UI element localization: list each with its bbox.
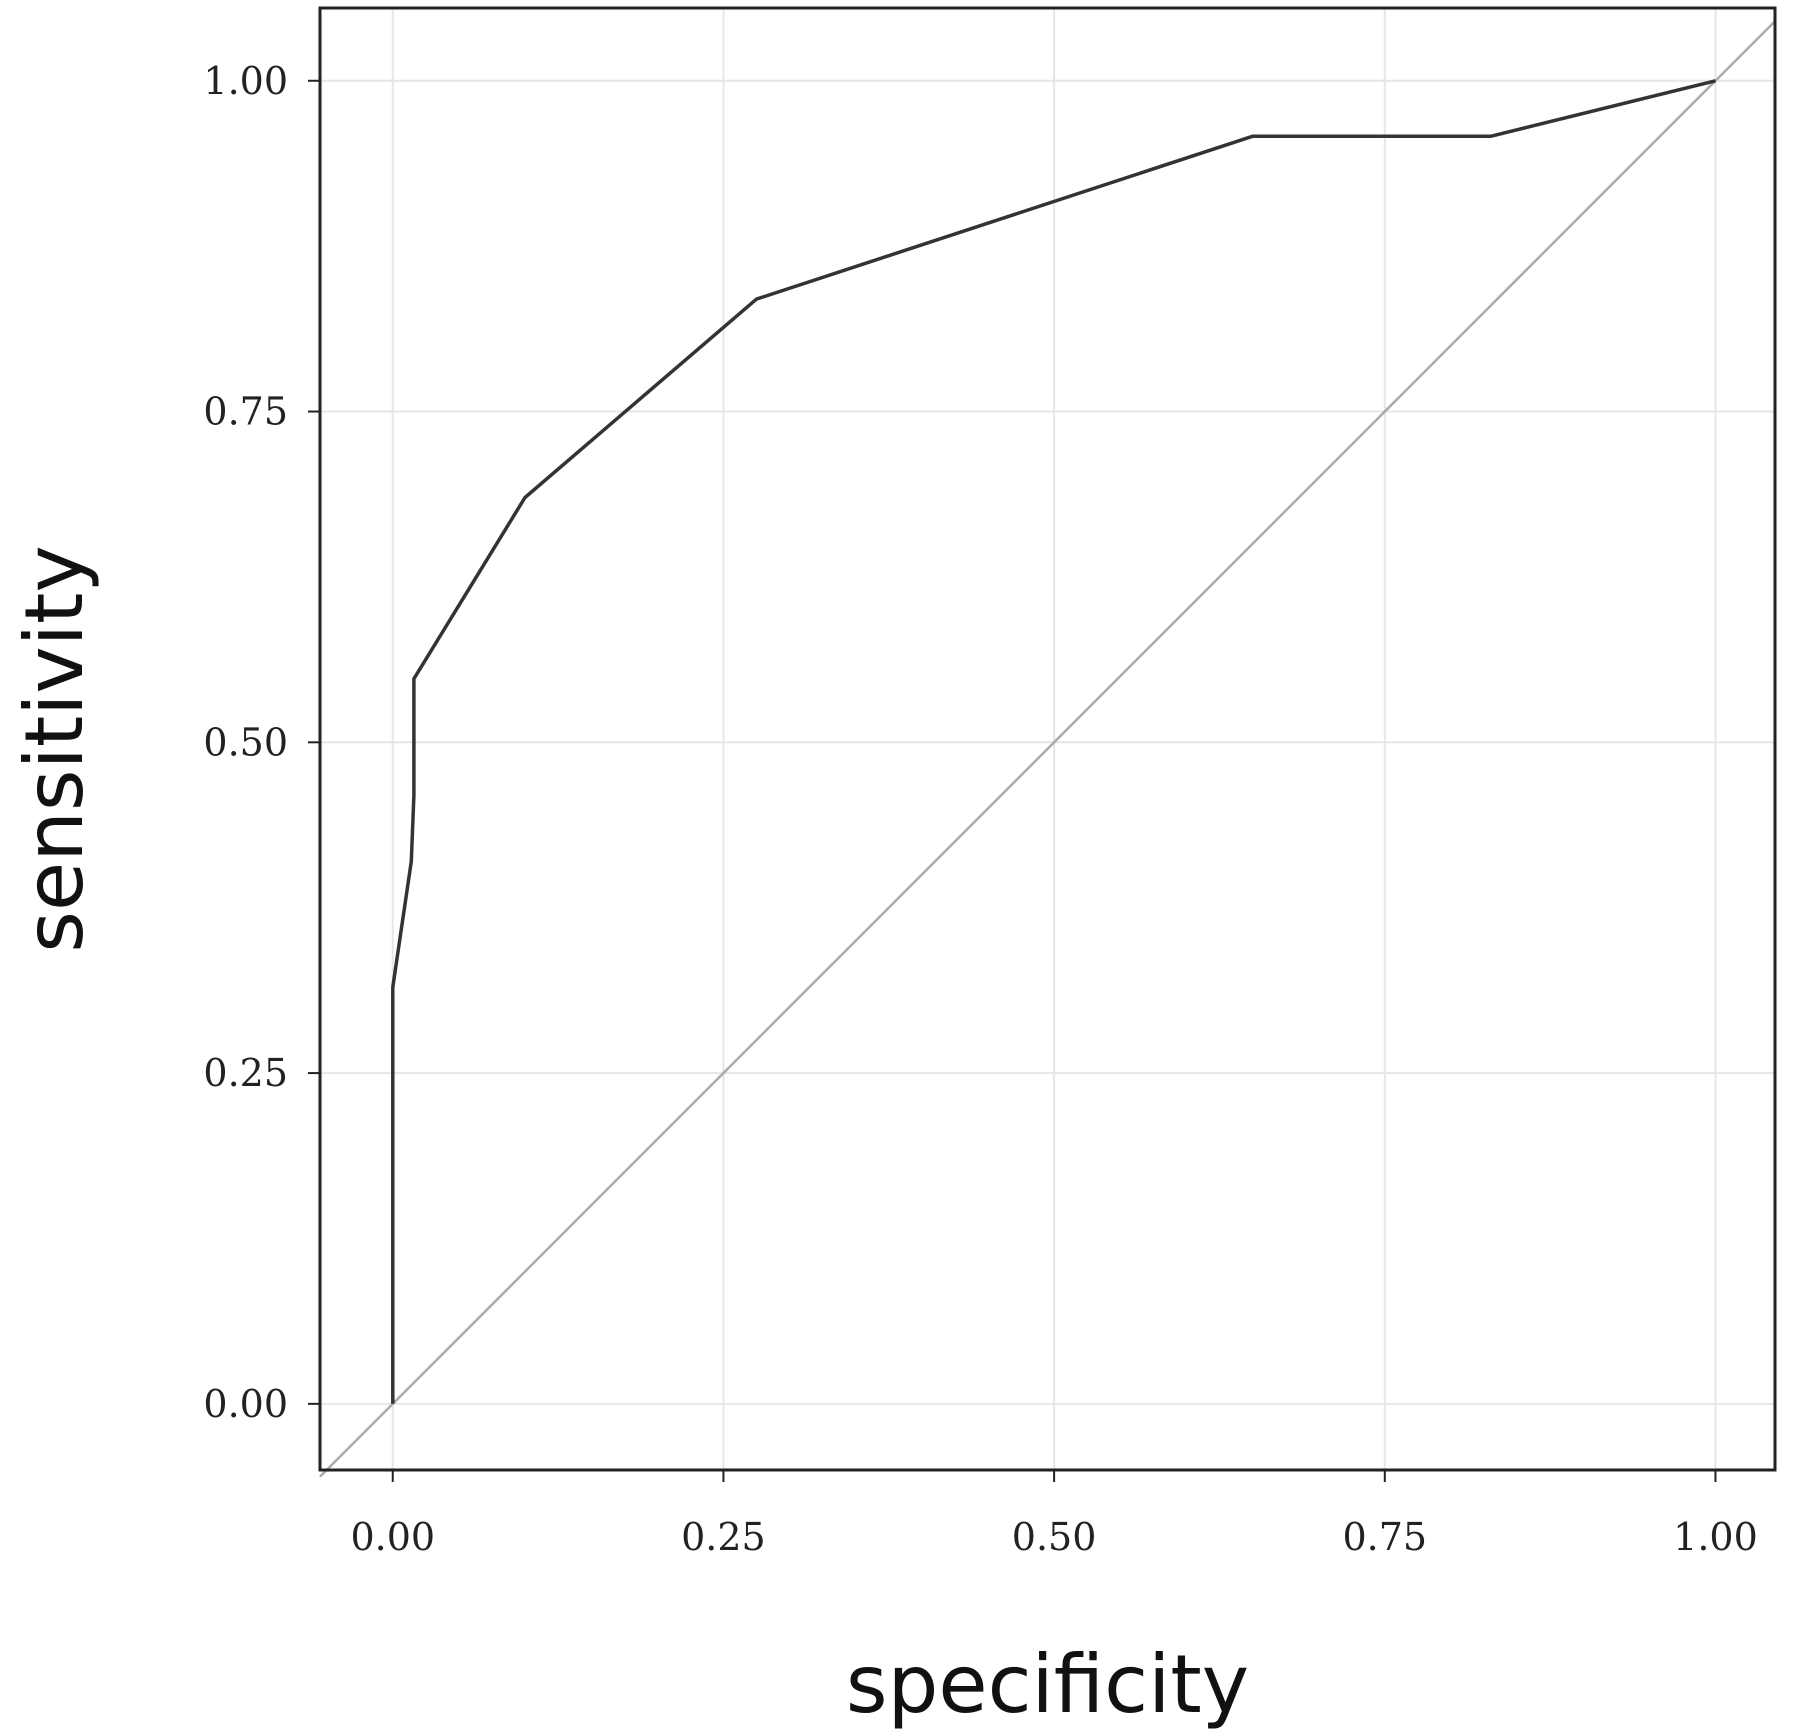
- y-tick-label: 1.00: [203, 59, 288, 103]
- y-tick-label: 0.75: [203, 390, 288, 434]
- plot-frame: [318, 6, 1777, 1472]
- reference-diagonal-line: [319, 20, 1776, 1478]
- y-axis-title: sensitivity: [8, 545, 101, 952]
- x-tick-label: 1.00: [1673, 1515, 1758, 1559]
- x-tick-label: 0.00: [350, 1515, 435, 1559]
- series-group: [391, 79, 1716, 1404]
- y-tick-label: 0.25: [203, 1051, 288, 1095]
- y-axis-ticks: 0.00 0.25 0.50 0.75 1.00: [203, 59, 320, 1426]
- x-tick-label: 0.75: [1342, 1515, 1427, 1559]
- reference-line-group: [319, 20, 1776, 1478]
- x-tick-label: 0.25: [681, 1515, 766, 1559]
- y-tick-label: 0.50: [203, 720, 288, 764]
- x-tick-label: 0.50: [1012, 1515, 1097, 1559]
- grid: [320, 8, 1775, 1470]
- roc-curve-line: [391, 79, 1716, 1404]
- x-axis-ticks: 0.00 0.25 0.50 0.75 1.00: [350, 1470, 1758, 1559]
- y-tick-label: 0.00: [203, 1382, 288, 1426]
- x-axis-title: specificity: [846, 1638, 1249, 1731]
